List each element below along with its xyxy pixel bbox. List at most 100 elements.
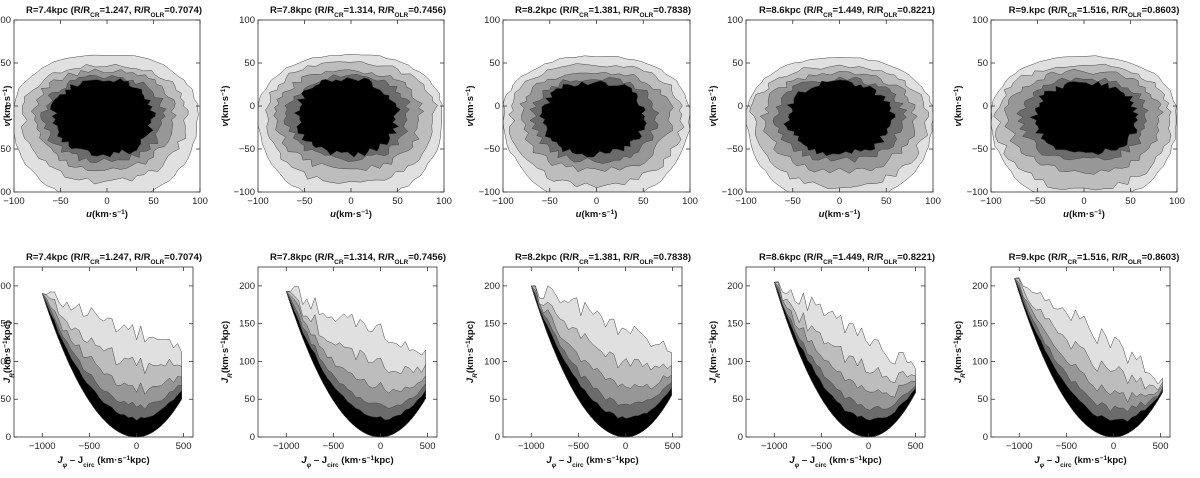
y-tick-label: 100 bbox=[239, 15, 255, 26]
velocity-panel-4: −100 −50 0 50 100 −100 −50 0 50 100 u(km·s−1) v(km·… bbox=[708, 15, 941, 220]
y-tick-label: 0 bbox=[738, 432, 743, 443]
x-axis-label: Jφ – Jcirc (km·s−1kpc) bbox=[1034, 455, 1126, 469]
x-tick-label: 0 bbox=[1081, 196, 1086, 207]
panel-title-top-3: R=8.2kpc (R/RCR=1.381, R/ROLR=0.7838) bbox=[515, 5, 691, 19]
panel-title-top-2: R=7.8kpc (R/RCR=1.314, R/ROLR=0.7456) bbox=[270, 5, 446, 19]
panel-title-bottom-3: R=8.2kpc (R/RCR=1.381, R/ROLR=0.7838) bbox=[515, 252, 691, 266]
x-tick-label: −1000 bbox=[761, 441, 788, 452]
x-tick-label: 500 bbox=[908, 441, 924, 452]
y-tick-label: −100 bbox=[722, 187, 743, 198]
x-tick-label: −100 bbox=[980, 196, 1001, 207]
x-tick-label: 50 bbox=[881, 196, 892, 207]
x-tick-label: −50 bbox=[52, 196, 68, 207]
y-tick-label: 50 bbox=[244, 394, 255, 405]
x-tick-label: −500 bbox=[568, 441, 589, 452]
x-tick-label: 0 bbox=[134, 441, 139, 452]
x-tick-label: 100 bbox=[682, 196, 698, 207]
x-tick-label: 500 bbox=[1153, 441, 1169, 452]
x-tick-label: −1000 bbox=[29, 441, 56, 452]
panel-title-bottom-4: R=8.6kpc (R/RCR=1.449, R/ROLR=0.8221) bbox=[759, 252, 935, 266]
y-tick-label: 50 bbox=[489, 394, 500, 405]
x-tick-label: 50 bbox=[148, 196, 159, 207]
x-tick-label: 0 bbox=[378, 441, 383, 452]
x-tick-label: −1000 bbox=[518, 441, 545, 452]
y-axis-label: JR(km·s−1kpc) bbox=[2, 321, 16, 383]
x-tick-label: −50 bbox=[785, 196, 801, 207]
x-tick-label: 500 bbox=[420, 441, 436, 452]
y-tick-label: 150 bbox=[972, 319, 988, 330]
y-axis-label: v(km·s−1) bbox=[220, 85, 232, 126]
y-axis-label: JR(km·s−1kpc) bbox=[465, 321, 479, 383]
action-panel-3: −1000 −500 0 500 0 50 100 150 200 Jφ – Jcirc (km·… bbox=[465, 266, 683, 469]
x-tick-label: 500 bbox=[176, 441, 192, 452]
contour-level-5 bbox=[539, 80, 648, 158]
y-tick-label: 100 bbox=[0, 356, 11, 367]
y-tick-label: 100 bbox=[727, 15, 743, 26]
x-tick-label: 100 bbox=[192, 196, 208, 207]
x-tick-label: −100 bbox=[3, 196, 24, 207]
y-axis-label: JR(km·s−1kpc) bbox=[708, 321, 722, 383]
plot-frame bbox=[990, 266, 1171, 438]
y-tick-label: 150 bbox=[239, 319, 255, 330]
x-axis-label: u(km·s−1) bbox=[330, 209, 372, 221]
x-tick-label: 100 bbox=[1169, 196, 1185, 207]
x-tick-label: 0 bbox=[594, 196, 599, 207]
y-tick-label: 0 bbox=[983, 101, 988, 112]
y-tick-label: 50 bbox=[732, 58, 743, 69]
x-tick-label: 0 bbox=[837, 196, 842, 207]
x-axis-label: Jφ – Jcirc (km·s−1kpc) bbox=[789, 455, 881, 469]
x-tick-label: 50 bbox=[1125, 196, 1136, 207]
action-panel-5: −1000 −500 0 500 0 50 100 150 200 Jφ – Jcirc (km·… bbox=[953, 266, 1171, 469]
y-tick-label: 50 bbox=[244, 58, 255, 69]
plot-frame bbox=[257, 266, 438, 438]
plot-frame bbox=[13, 266, 194, 438]
panel-title-top-5: R=9.kpc (R/RCR=1.516, R/ROLR=0.8603) bbox=[1009, 5, 1180, 19]
contour-level-5 bbox=[782, 79, 896, 157]
x-tick-label: 0 bbox=[104, 196, 109, 207]
contour-level-5 bbox=[1014, 278, 1163, 438]
y-tick-label: −100 bbox=[479, 187, 500, 198]
velocity-panel-1: −100 −50 0 50 100 −100 −50 0 50 100 u(km·s−1) v(km·… bbox=[0, 15, 208, 220]
x-tick-label: −500 bbox=[79, 441, 100, 452]
contour-level-5 bbox=[42, 293, 182, 438]
y-tick-label: 200 bbox=[972, 281, 988, 292]
y-tick-label: −50 bbox=[239, 144, 255, 155]
x-axis-label: u(km·s−1) bbox=[86, 209, 128, 221]
plot-frame bbox=[502, 266, 683, 438]
y-tick-label: −50 bbox=[0, 144, 11, 155]
y-tick-label: 50 bbox=[0, 394, 11, 405]
action-panel-1: −1000 −500 0 500 0 50 100 150 200 Jφ – Jcirc (km·… bbox=[0, 266, 194, 469]
x-tick-label: −50 bbox=[296, 196, 312, 207]
contour-level-5 bbox=[293, 77, 401, 158]
y-tick-label: 100 bbox=[972, 15, 988, 26]
y-tick-label: 200 bbox=[239, 281, 255, 292]
y-tick-label: 100 bbox=[727, 356, 743, 367]
y-axis-label: v(km·s−1) bbox=[465, 85, 477, 126]
y-tick-label: 100 bbox=[484, 356, 500, 367]
y-tick-label: 0 bbox=[495, 432, 500, 443]
y-tick-label: 0 bbox=[6, 432, 11, 443]
y-axis-label: JR(km·s−1kpc) bbox=[220, 321, 234, 383]
velocity-panel-5: −100 −50 0 50 100 −100 −50 0 50 100 u(km·s−1) v(km·… bbox=[953, 15, 1185, 220]
x-tick-label: 0 bbox=[1111, 441, 1116, 452]
panel-title-top-1: R=7.4kpc (R/RCR=1.247, R/ROLR=0.7074) bbox=[26, 5, 202, 19]
y-tick-label: 0 bbox=[738, 101, 743, 112]
panel-title-bottom-1: R=7.4kpc (R/RCR=1.247, R/ROLR=0.7074) bbox=[26, 252, 202, 266]
panel-title-top-4: R=8.6kpc (R/RCR=1.449, R/ROLR=0.8221) bbox=[759, 5, 935, 19]
x-tick-label: 500 bbox=[665, 441, 681, 452]
x-tick-label: 0 bbox=[866, 441, 871, 452]
x-tick-label: 50 bbox=[638, 196, 649, 207]
y-tick-label: −50 bbox=[484, 144, 500, 155]
x-tick-label: −50 bbox=[542, 196, 558, 207]
y-tick-label: 150 bbox=[727, 319, 743, 330]
y-axis-label: JR(km·s−1kpc) bbox=[953, 321, 967, 383]
y-tick-label: 150 bbox=[484, 319, 500, 330]
x-axis-label: Jφ – Jcirc (km·s−1kpc) bbox=[301, 455, 393, 469]
contour-level-5 bbox=[286, 291, 426, 438]
x-tick-label: −100 bbox=[735, 196, 756, 207]
y-axis-label: v(km·s−1) bbox=[708, 85, 720, 126]
x-tick-label: −100 bbox=[247, 196, 268, 207]
x-axis-label: u(km·s−1) bbox=[819, 209, 861, 221]
x-tick-label: −500 bbox=[811, 441, 832, 452]
